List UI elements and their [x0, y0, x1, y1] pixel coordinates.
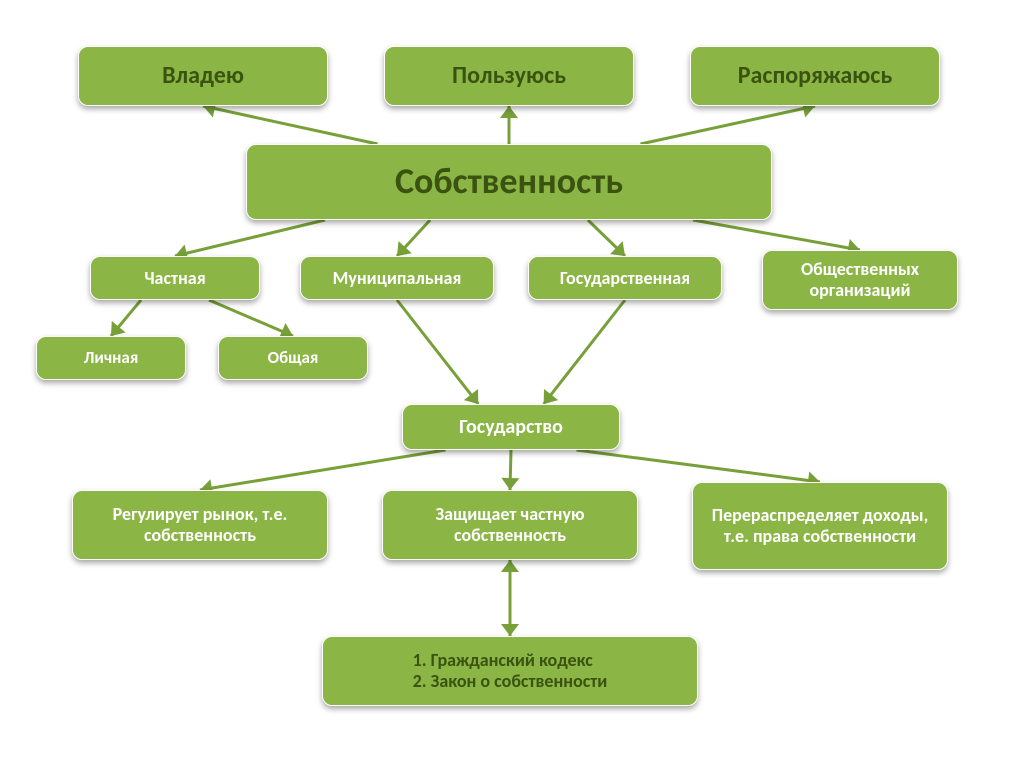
node-protects: Защищает частную собственность [382, 490, 638, 560]
node-redistrib: Перераспределяет доходы, т.е. права собс… [692, 482, 948, 570]
node-municipal: Муниципальная [300, 256, 494, 300]
node-private: Частная [90, 256, 260, 300]
node-own: Владею [78, 46, 328, 106]
node-government: Государство [402, 404, 620, 450]
node-regulates: Регулирует рынок, т.е. собственность [72, 490, 328, 560]
node-laws: 1. Гражданский кодекс 2. Закон о собстве… [322, 636, 698, 706]
law-line-1: 1. Гражданский кодекс [413, 650, 608, 671]
node-state: Государственная [528, 256, 722, 300]
node-property: Собственность [246, 144, 772, 220]
node-use: Пользуюсь [384, 46, 634, 106]
node-personal: Личная [36, 336, 186, 380]
node-dispose: Распоряжаюсь [690, 46, 940, 106]
node-public: Общественных организаций [762, 250, 958, 310]
node-common: Общая [218, 336, 368, 380]
law-line-2: 2. Закон о собственности [413, 671, 608, 692]
